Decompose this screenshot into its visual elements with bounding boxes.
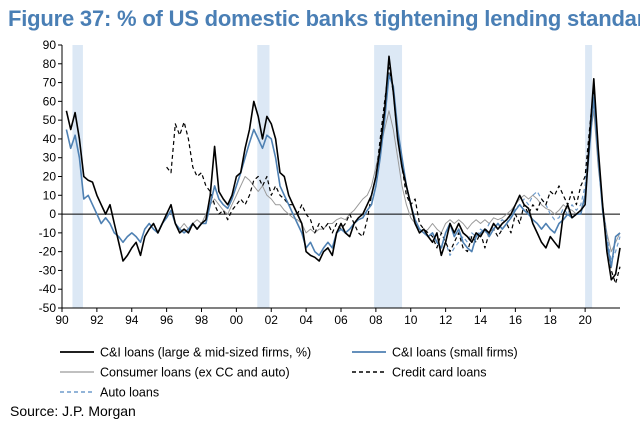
x-tick-label: 98 (195, 313, 209, 327)
recession-band-1 (257, 45, 270, 308)
x-tick-label: 12 (439, 313, 453, 327)
x-tick-label: 14 (474, 313, 488, 327)
ci-large-mid-line (65, 55, 621, 281)
y-tick-label: -40 (39, 282, 57, 296)
y-tick-label: 40 (43, 132, 57, 146)
y-tick-label: 60 (43, 94, 57, 108)
y-tick-label: 50 (43, 113, 57, 127)
x-tick-label: 18 (544, 313, 558, 327)
x-tick-label: 02 (265, 313, 279, 327)
legend-ci-large-mid-label: C&I loans (large & mid-sized firms, %) (100, 346, 311, 360)
x-tick-label: 94 (125, 313, 139, 327)
legend-ci-small-label: C&I loans (small firms) (392, 346, 518, 360)
consumer-loans-line (170, 110, 621, 253)
ci-small-line (65, 74, 621, 268)
x-tick-label: 06 (334, 313, 348, 327)
y-tick-label: -10 (39, 226, 57, 240)
recession-band-3 (585, 45, 593, 308)
y-tick-label: 90 (43, 38, 57, 52)
x-tick-label: 20 (578, 313, 592, 327)
chart-legend: C&I loans (large & mid-sized firms, %) C&… (60, 346, 518, 400)
credit-card-line (166, 66, 621, 285)
legend-auto-loans-label: Auto loans (100, 386, 159, 400)
x-tick-label: 10 (404, 313, 418, 327)
y-tick-label: -50 (39, 301, 57, 315)
y-tick-label: 10 (43, 188, 57, 202)
x-tick-label: 16 (509, 313, 523, 327)
y-tick-label: 0 (49, 207, 56, 221)
legend-consumer-loans-label: Consumer loans (ex CC and auto) (100, 366, 290, 380)
x-tick-label: 90 (55, 313, 69, 327)
source-note: Source: J.P. Morgan (10, 403, 136, 419)
y-tick-label: -20 (39, 245, 57, 259)
legend-credit-card-label: Credit card loans (392, 366, 487, 380)
recession-bands (72, 45, 593, 308)
chart-series (65, 55, 621, 285)
y-tick-label: 20 (43, 170, 57, 184)
chart-title: Figure 37: % of US domestic banks tighte… (8, 6, 640, 31)
x-tick-label: 96 (160, 313, 174, 327)
x-tick-label: 08 (369, 313, 383, 327)
x-tick-label: 04 (299, 313, 313, 327)
recession-band-0 (72, 45, 83, 308)
y-tick-label: 70 (43, 76, 57, 90)
y-tick-label: 80 (43, 57, 57, 71)
y-tick-label: -30 (39, 263, 57, 277)
x-tick-label: 00 (230, 313, 244, 327)
y-tick-label: 30 (43, 151, 57, 165)
x-tick-label: 92 (90, 313, 104, 327)
